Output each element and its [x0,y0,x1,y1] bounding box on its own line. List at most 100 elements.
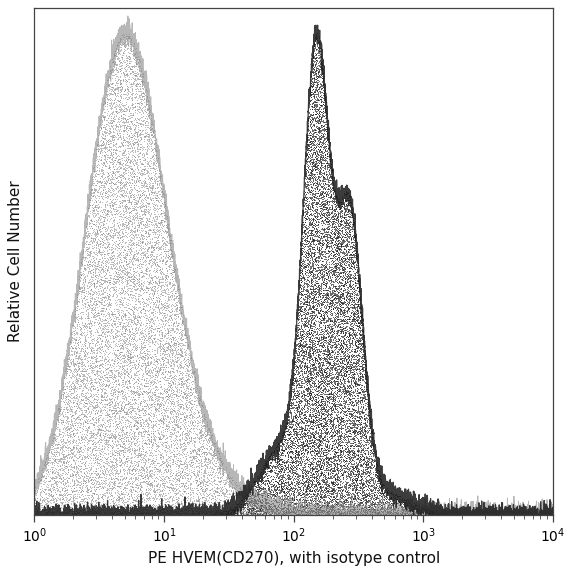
Point [352,505,361,514]
Point [270,507,279,517]
Point [72,351,81,360]
Point [122,165,131,174]
Point [141,468,150,477]
Point [118,266,127,275]
Point [315,146,324,156]
Point [174,455,183,464]
Point [309,82,318,91]
Point [109,263,118,272]
Point [327,401,336,410]
Point [137,165,146,174]
Point [137,439,146,448]
Point [358,311,367,320]
Point [320,378,329,387]
Point [343,294,352,303]
Point [304,270,313,280]
Point [120,421,129,430]
Point [514,503,523,513]
Point [333,400,342,409]
Point [318,108,327,118]
Point [331,251,340,261]
Point [143,330,152,339]
Point [129,335,138,344]
Point [344,199,353,208]
Point [297,274,307,283]
Point [130,332,139,341]
Point [49,502,58,511]
Point [362,461,371,470]
Point [149,412,158,421]
Point [131,413,141,422]
Point [118,507,127,517]
Point [321,428,331,437]
Point [510,506,519,515]
Point [150,177,159,186]
Point [323,358,332,367]
Point [162,404,171,413]
Point [308,485,317,494]
Point [145,466,154,475]
Point [315,285,324,294]
Point [185,500,195,509]
Point [297,370,307,379]
Point [324,323,333,332]
Point [151,150,160,160]
Point [287,389,296,398]
Point [338,362,347,371]
Point [94,223,103,232]
Point [429,510,438,519]
Point [448,510,457,519]
Point [115,509,124,518]
Point [330,395,339,404]
Point [324,184,333,193]
Point [249,506,258,515]
Point [174,398,183,407]
Point [255,505,265,514]
Point [315,446,324,455]
Point [112,405,121,414]
Point [152,452,161,461]
Point [267,466,276,475]
Point [300,416,309,425]
Point [96,430,105,440]
Point [131,459,140,468]
Point [70,407,79,416]
Point [99,470,108,479]
Point [100,135,109,144]
Point [106,213,115,222]
Point [351,287,360,296]
Point [91,314,100,323]
Point [196,451,205,460]
Point [282,419,292,428]
Point [55,417,64,426]
Point [165,354,174,363]
Point [308,85,317,94]
Point [314,466,323,475]
Point [310,40,319,49]
Point [87,475,96,484]
Point [143,479,152,488]
Point [308,300,317,309]
Point [113,253,122,262]
Point [325,331,334,340]
Point [116,401,125,410]
Point [61,479,70,488]
Point [127,388,136,397]
Point [162,447,171,456]
Point [319,311,328,320]
Point [138,180,147,189]
Point [313,463,322,472]
Point [126,191,135,200]
Point [323,254,332,263]
Point [328,246,338,255]
Point [146,451,155,460]
Point [158,394,167,403]
Point [77,271,86,280]
Point [111,106,120,115]
Point [42,467,51,476]
Point [59,452,68,461]
Point [349,400,358,409]
Point [189,510,198,519]
Point [135,302,144,311]
Point [243,508,252,517]
